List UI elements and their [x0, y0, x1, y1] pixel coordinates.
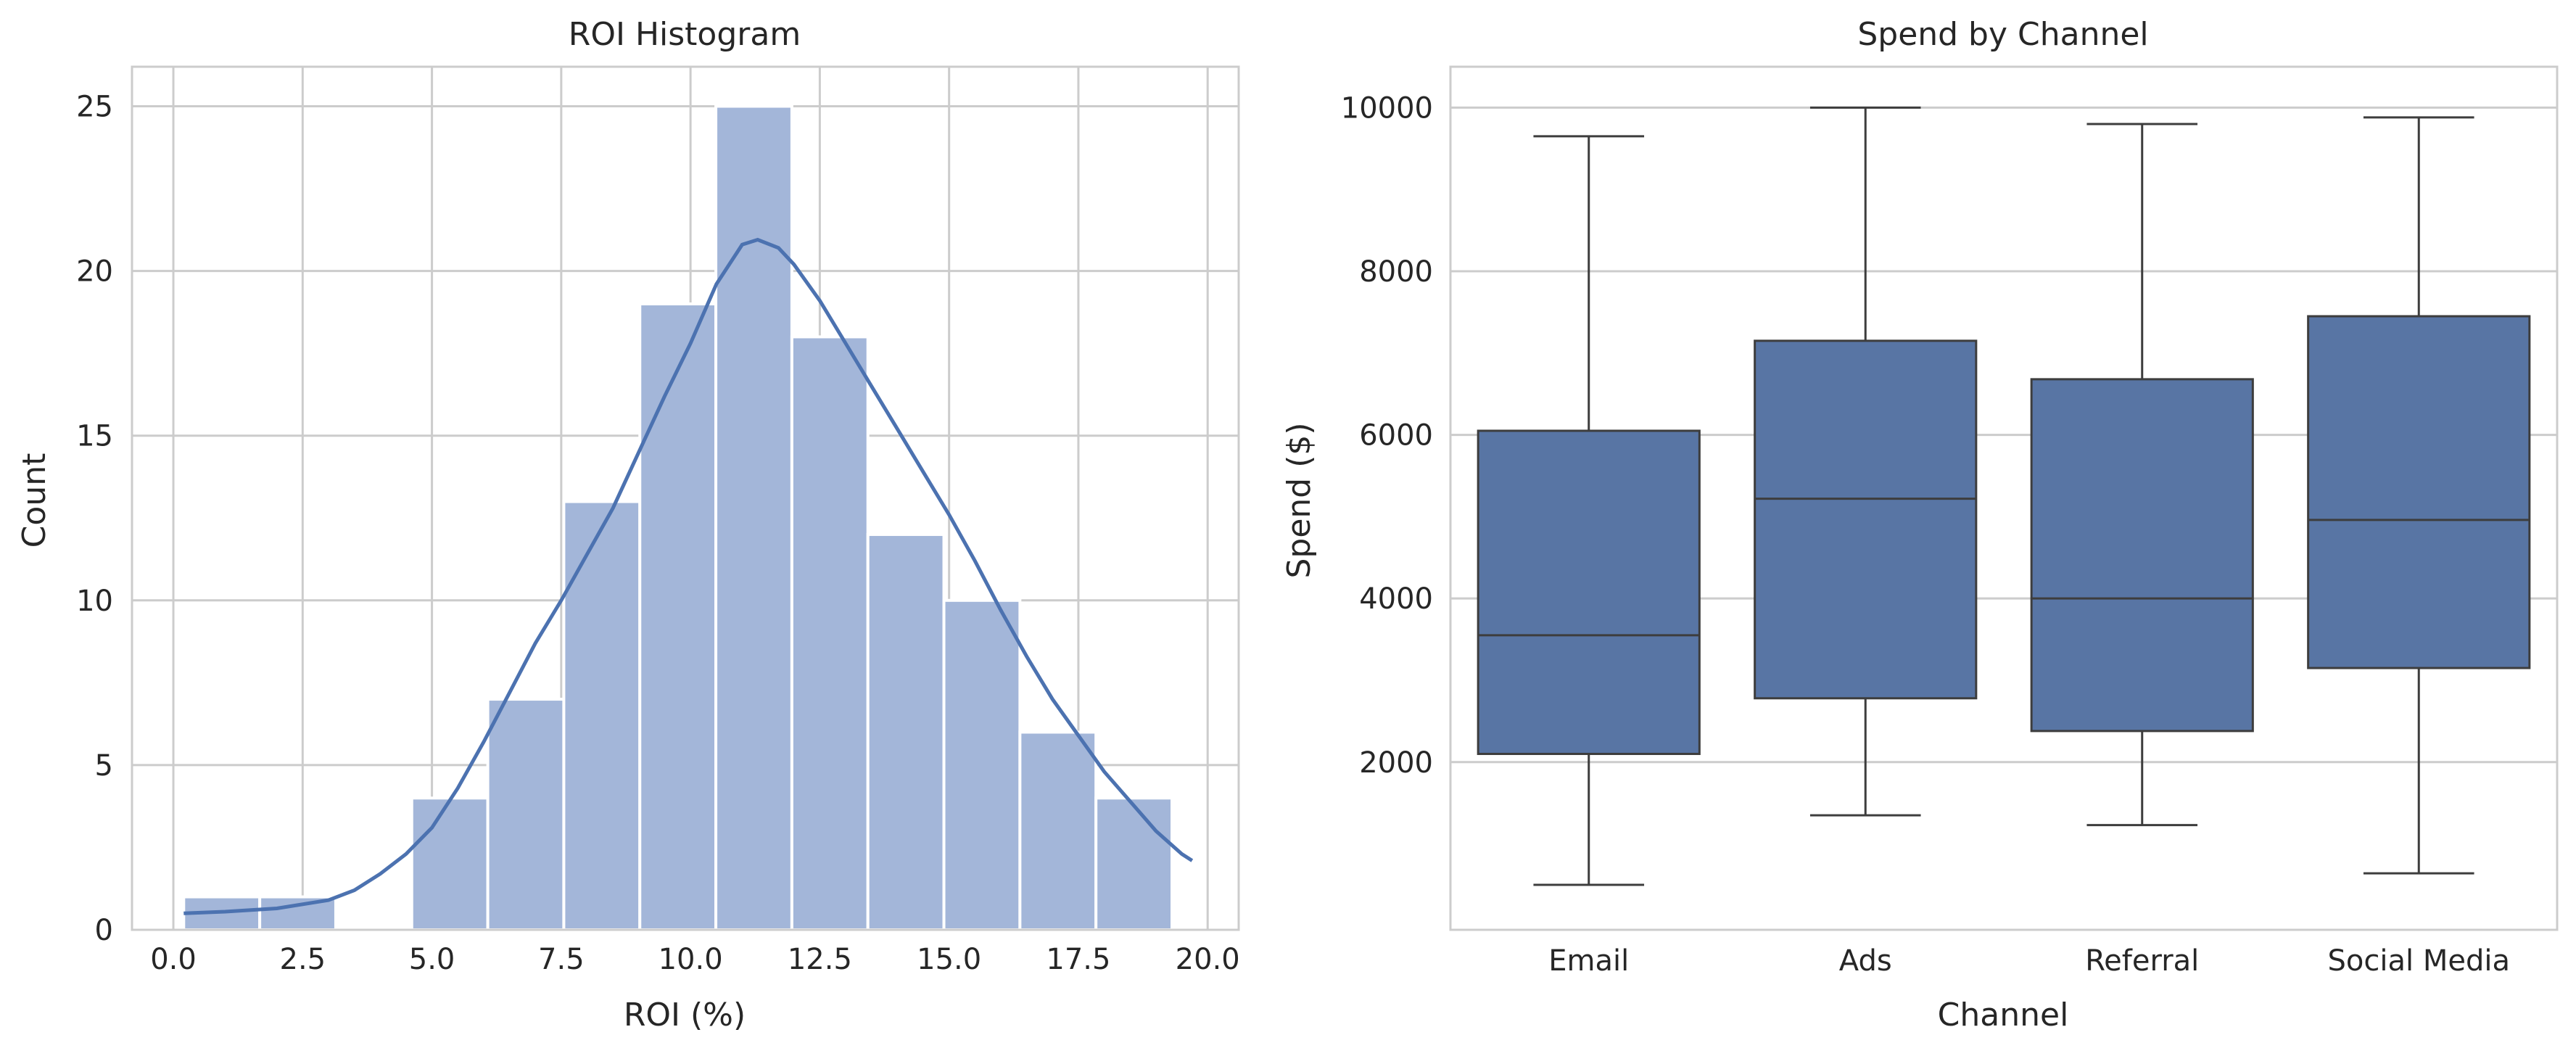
- boxplot-y-tick-label: 6000: [1359, 419, 1433, 453]
- histogram-bar: [638, 302, 718, 931]
- box-ads: [1754, 106, 1978, 817]
- boxplot-y-tick-label: 2000: [1359, 746, 1433, 780]
- histogram-x-tick-labels: 0.0 2.5 5.0 7.5 10.0 12.5 15.0 17.5 20.0: [150, 943, 1240, 976]
- interquartile-box: [2307, 315, 2531, 669]
- boxplot-title: Spend by Channel: [1857, 16, 2148, 53]
- histogram-bar: [562, 500, 642, 931]
- histogram-x-axis-label: ROI (%): [624, 997, 746, 1034]
- histogram-y-tick-label: 20: [76, 255, 113, 289]
- histogram-x-tick-label: 20.0: [1176, 943, 1240, 976]
- histogram-x-tick-label: 5.0: [409, 943, 455, 976]
- histogram-x-tick-label: 2.5: [280, 943, 326, 976]
- boxplot-y-tick-labels: 2000 4000 6000 8000 10000: [1341, 91, 1433, 779]
- histogram-y-tick-label: 15: [76, 420, 113, 453]
- boxplot-boxes: [1477, 106, 2531, 886]
- box-referral: [2030, 123, 2254, 827]
- boxplot-x-tick-labels: Email Ads Referral Social Media: [1548, 944, 2510, 978]
- kde-curve: [183, 237, 1194, 915]
- histogram-bar: [410, 796, 490, 931]
- histogram-x-tick-label: 7.5: [538, 943, 585, 976]
- histogram-title: ROI Histogram: [569, 16, 801, 53]
- histogram-x-tick-label: 17.5: [1046, 943, 1110, 976]
- boxplot-x-tick-label: Email: [1548, 944, 1629, 978]
- histogram-bar: [486, 698, 566, 932]
- histogram-bar: [1094, 796, 1174, 931]
- histogram-bar: [942, 598, 1022, 931]
- histogram-bar: [1018, 730, 1098, 931]
- histogram-x-tick-label: 0.0: [150, 943, 197, 976]
- histogram-y-tick-label: 0: [95, 914, 113, 947]
- histogram-bar: [714, 104, 793, 932]
- box-email: [1477, 135, 1701, 886]
- interquartile-box: [1754, 339, 1978, 700]
- box-social-media: [2307, 116, 2531, 875]
- histogram-y-tick-label: 5: [95, 749, 113, 783]
- histogram-y-tick-label: 25: [76, 91, 113, 124]
- boxplot-x-tick-label: Ads: [1839, 944, 1892, 978]
- histogram-x-tick-label: 12.5: [788, 943, 852, 976]
- histogram-bar: [790, 335, 870, 931]
- boxplot-y-axis-label: Spend ($): [1281, 422, 1318, 578]
- boxplot-x-tick-label: Social Media: [2328, 944, 2510, 978]
- histogram-y-axis-label: Count: [16, 453, 53, 548]
- roi-histogram-chart: 0.0 2.5 5.0 7.5 10.0 12.5 15.0 17.5 20.0 0 5 10 15 2…: [16, 16, 1240, 1034]
- boxplot-x-axis-label: Channel: [1938, 997, 2069, 1034]
- histogram-bar: [866, 532, 946, 931]
- boxplot-y-tick-label: 4000: [1359, 582, 1433, 616]
- histogram-plot-frame: [131, 65, 1240, 931]
- histogram-x-tick-label: 10.0: [659, 943, 723, 976]
- histogram-x-tick-label: 15.0: [917, 943, 981, 976]
- boxplot-x-tick-label: Referral: [2085, 944, 2199, 978]
- histogram-y-tick-label: 10: [76, 585, 113, 618]
- histogram-y-tick-labels: 0 5 10 15 20 25: [76, 91, 113, 947]
- boxplot-y-tick-label: 10000: [1341, 91, 1433, 125]
- boxplot-plot-frame: [1449, 65, 2559, 931]
- interquartile-box: [1477, 429, 1701, 755]
- interquartile-box: [2030, 378, 2254, 733]
- boxplot-y-tick-label: 8000: [1359, 255, 1433, 289]
- histogram-bars: [182, 104, 1174, 932]
- spend-by-channel-chart: Email Ads Referral Social Media 2000 4000 600…: [1281, 16, 2559, 1034]
